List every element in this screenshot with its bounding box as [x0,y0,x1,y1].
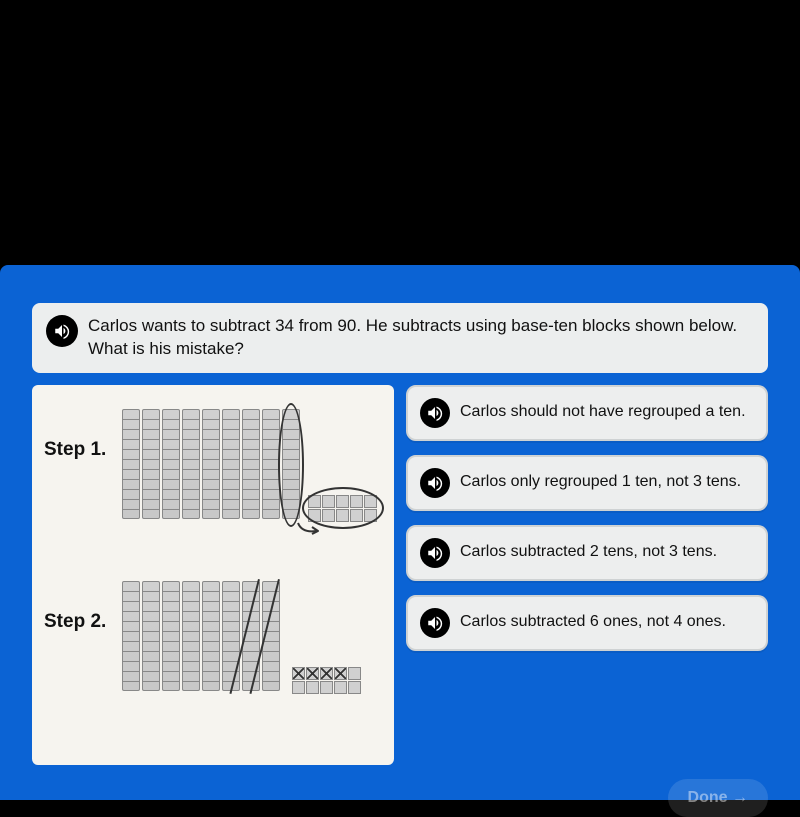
ones-block-crossed [292,667,305,680]
speaker-icon[interactable] [420,538,450,568]
tens-rod [142,409,160,519]
tens-rod [162,409,180,519]
regroup-circle-rod [278,403,304,527]
speaker-icon[interactable] [420,468,450,498]
content-area: Step 1. Step 2. Carlos should not have r… [32,385,768,765]
tens-rod [182,581,200,691]
ones-block [306,681,319,694]
option-text: Carlos subtracted 2 tens, not 3 tens. [460,542,717,563]
tens-rod [222,581,240,691]
speaker-icon[interactable] [46,315,78,347]
diagram-panel: Step 1. Step 2. [32,385,394,765]
step-2-label: Step 2. [44,575,116,725]
footer: Done → [32,779,768,817]
options-panel: Carlos should not have regrouped a ten. C… [406,385,768,765]
answer-option[interactable]: Carlos subtracted 2 tens, not 3 tens. [406,525,768,581]
option-text: Carlos should not have regrouped a ten. [460,402,746,423]
ones-block [348,681,361,694]
ones-block [292,681,305,694]
answer-option[interactable]: Carlos subtracted 6 ones, not 4 ones. [406,595,768,651]
question-bar: Carlos wants to subtract 34 from 90. He … [32,303,768,373]
tens-rod [202,581,220,691]
regroup-arrow [296,521,322,535]
step-1-label: Step 1. [44,403,116,553]
step-2-blocks [122,575,382,725]
option-text: Carlos subtracted 6 ones, not 4 ones. [460,612,726,633]
ones-block-crossed [334,667,347,680]
speaker-icon[interactable] [420,398,450,428]
done-button[interactable]: Done → [668,779,768,817]
ones-block [334,681,347,694]
done-label: Done → [688,789,748,807]
option-text: Carlos only regrouped 1 ten, not 3 tens. [460,472,741,493]
ones-block [320,681,333,694]
tens-rod [162,581,180,691]
speaker-icon[interactable] [420,608,450,638]
ones-group [292,667,361,694]
tens-rod [122,581,140,691]
tens-rod [142,581,160,691]
tens-rod [122,409,140,519]
ones-block [348,667,361,680]
tens-rod [202,409,220,519]
step-1-blocks [122,403,382,553]
step-1-row: Step 1. [44,403,384,553]
step-2-row: Step 2. [44,575,384,725]
app-screen: Carlos wants to subtract 34 from 90. He … [0,265,800,800]
question-text: Carlos wants to subtract 34 from 90. He … [88,315,754,361]
ones-block-crossed [306,667,319,680]
ones-block-crossed [320,667,333,680]
tens-rod [182,409,200,519]
answer-option[interactable]: Carlos should not have regrouped a ten. [406,385,768,441]
answer-option[interactable]: Carlos only regrouped 1 ten, not 3 tens. [406,455,768,511]
tens-rod [242,409,260,519]
tens-rod [222,409,240,519]
